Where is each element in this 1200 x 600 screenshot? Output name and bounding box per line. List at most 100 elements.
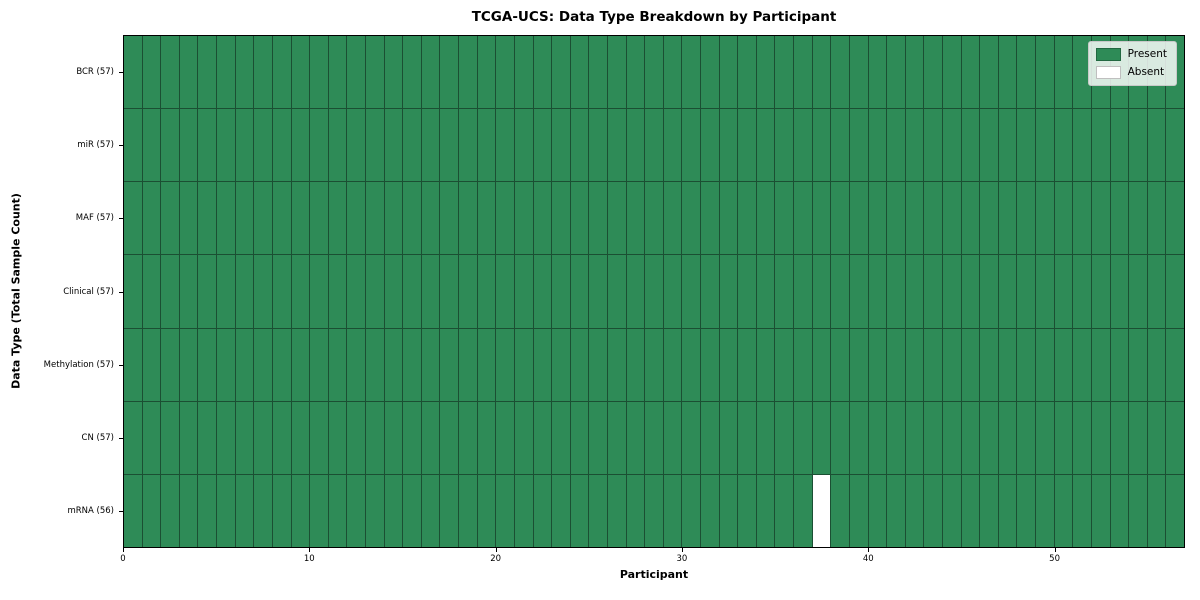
y-tick-mark [119, 511, 123, 513]
heatmap-cell [1147, 255, 1166, 328]
heatmap-cell [682, 255, 701, 328]
heatmap-cell [831, 328, 849, 401]
heatmap-cell [570, 474, 589, 547]
heatmap-cell [403, 255, 421, 328]
heatmap-cell [719, 401, 738, 474]
y-tick-label: miR (57) [77, 139, 114, 150]
chart-title: TCGA-UCS: Data Type Breakdown by Partici… [471, 9, 837, 25]
heatmap-cell [663, 109, 682, 182]
heatmap-cell [533, 182, 552, 255]
heatmap-cell [1017, 474, 1036, 547]
heatmap-cell [1166, 328, 1184, 401]
heatmap-grid [124, 36, 1184, 547]
heatmap-cell [812, 255, 831, 328]
heatmap-cell [459, 328, 477, 401]
heatmap-cell [328, 109, 347, 182]
heatmap-cell [514, 36, 533, 109]
heatmap-cell [943, 109, 961, 182]
heatmap-cell [365, 255, 384, 328]
x-tick-mark [495, 548, 497, 552]
heatmap-cell [1110, 109, 1129, 182]
heatmap-cell [998, 36, 1017, 109]
heatmap-cell [607, 182, 626, 255]
heatmap-cell [291, 109, 310, 182]
heatmap-cell [887, 255, 905, 328]
heatmap-cell [124, 109, 142, 182]
heatmap-cell [477, 36, 496, 109]
heatmap-cell [924, 109, 943, 182]
heatmap-cell [645, 182, 663, 255]
heatmap-cell [905, 109, 924, 182]
heatmap-cell [235, 401, 254, 474]
heatmap-cell [719, 474, 738, 547]
heatmap-cell [365, 401, 384, 474]
heatmap-cell [589, 255, 607, 328]
heatmap-cell [719, 182, 738, 255]
heatmap-cell [663, 328, 682, 401]
heatmap-cell [496, 182, 514, 255]
heatmap-cell [365, 109, 384, 182]
heatmap-cell [496, 328, 514, 401]
heatmap-cell [328, 328, 347, 401]
heatmap-cell [794, 182, 812, 255]
x-tick-mark [1054, 548, 1056, 552]
heatmap-cell [756, 182, 775, 255]
y-tick-label: Clinical (57) [63, 286, 114, 297]
heatmap-cell [1129, 255, 1147, 328]
heatmap-cell [328, 474, 347, 547]
heatmap-cell [1036, 328, 1054, 401]
heatmap-cell [663, 401, 682, 474]
heatmap-cell [1091, 474, 1110, 547]
heatmap-cell [626, 474, 645, 547]
heatmap-cell [756, 109, 775, 182]
heatmap-cell [291, 328, 310, 401]
heatmap-cell [459, 109, 477, 182]
heatmap-cell [272, 36, 291, 109]
heatmap-cell [701, 109, 719, 182]
x-tick-label: 0 [120, 554, 126, 564]
heatmap-cell [831, 255, 849, 328]
heatmap-cell [1036, 36, 1054, 109]
heatmap-cell [142, 401, 161, 474]
heatmap-cell [924, 255, 943, 328]
heatmap-cell [849, 474, 868, 547]
heatmap-cell [477, 474, 496, 547]
heatmap-cell [682, 328, 701, 401]
heatmap-cell [812, 474, 831, 547]
heatmap-cell [775, 401, 794, 474]
heatmap-cell [831, 109, 849, 182]
heatmap-cell [384, 182, 403, 255]
heatmap-cell [849, 182, 868, 255]
heatmap-cell [179, 474, 198, 547]
heatmap-cell [998, 255, 1017, 328]
heatmap-cell [533, 109, 552, 182]
heatmap-cell [272, 109, 291, 182]
legend-label: Absent [1127, 66, 1165, 79]
x-tick-label: 40 [862, 554, 874, 564]
heatmap-cell [1091, 328, 1110, 401]
heatmap-cell [310, 401, 328, 474]
heatmap-cell [943, 255, 961, 328]
heatmap-cell [514, 328, 533, 401]
heatmap-cell [589, 182, 607, 255]
heatmap-cell [719, 109, 738, 182]
heatmap-cell [570, 109, 589, 182]
heatmap-cell [775, 255, 794, 328]
heatmap-cell [849, 109, 868, 182]
heatmap-cell [738, 328, 756, 401]
heatmap-cell [421, 36, 440, 109]
heatmap-cell [179, 182, 198, 255]
heatmap-cell [1166, 109, 1184, 182]
heatmap-cell [756, 474, 775, 547]
heatmap-cell [459, 255, 477, 328]
heatmap-cell [347, 36, 365, 109]
heatmap-cell [477, 328, 496, 401]
heatmap-cell [1147, 182, 1166, 255]
heatmap-cell [310, 36, 328, 109]
heatmap-cell [384, 255, 403, 328]
heatmap-cell [868, 255, 887, 328]
heatmap-cell [1073, 255, 1091, 328]
heatmap-cell [794, 401, 812, 474]
heatmap-cell [887, 182, 905, 255]
heatmap-cell [719, 328, 738, 401]
